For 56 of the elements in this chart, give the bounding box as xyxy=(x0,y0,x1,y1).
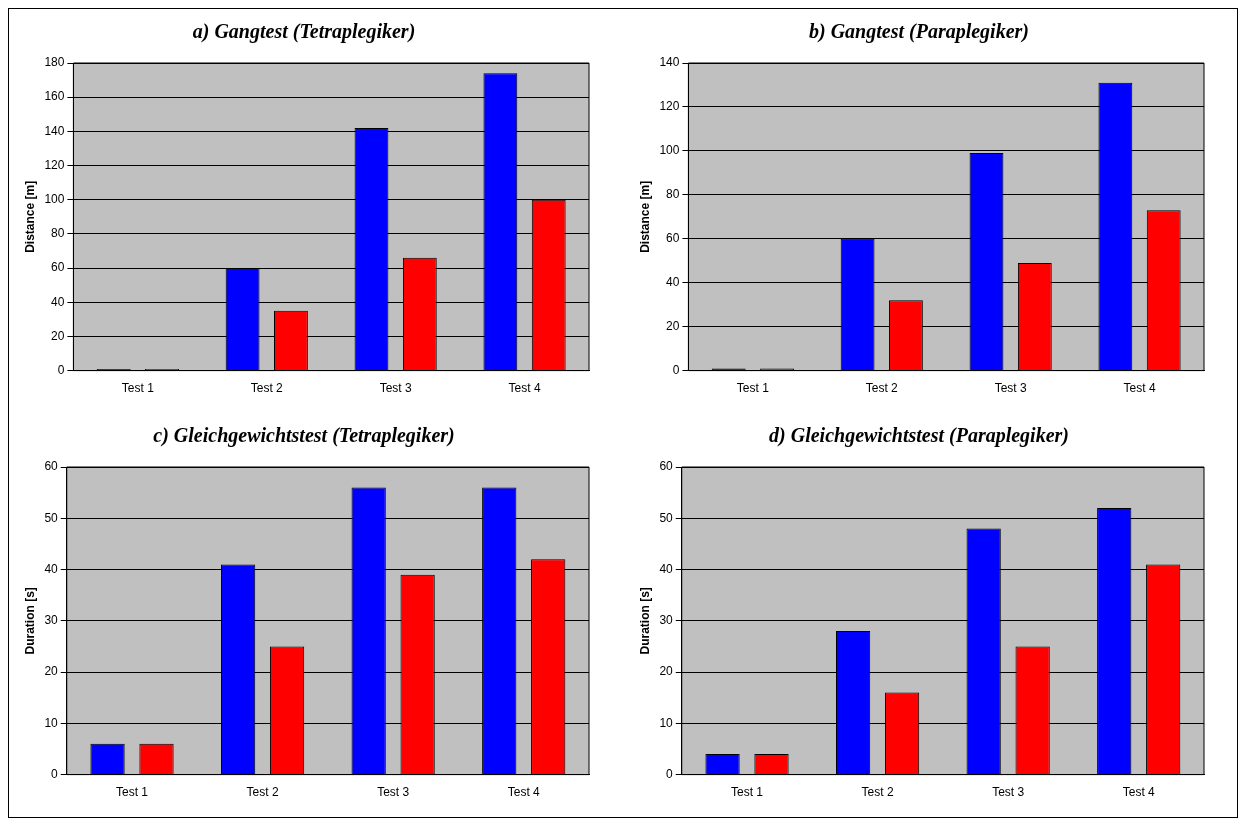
y-axis-title: Distance [m] xyxy=(22,180,37,253)
chart-title: a) Gangtest (Tetraplegiker) xyxy=(192,20,416,44)
y-tick-label: 30 xyxy=(659,613,674,628)
y-tick-label: 40 xyxy=(666,275,680,290)
y-tick-label: 20 xyxy=(51,328,65,343)
y-tick-label: 10 xyxy=(44,715,59,730)
y-tick-label: 40 xyxy=(659,561,674,576)
y-axis-title: Duration [s] xyxy=(637,587,652,655)
x-tick-label: Test 3 xyxy=(992,785,1025,800)
chart-title: c) Gleichgewichtstest (Tetraplegiker) xyxy=(153,424,455,448)
y-tick-label: 40 xyxy=(44,561,59,576)
y-tick-label: 10 xyxy=(659,715,674,730)
y-tick-label: 100 xyxy=(659,143,680,158)
x-tick-label: Test 2 xyxy=(861,785,894,800)
y-tick-label: 100 xyxy=(44,192,65,207)
y-tick-label: 160 xyxy=(44,89,65,104)
x-tick-label: Test 2 xyxy=(865,381,899,396)
x-tick-label: Test 2 xyxy=(246,785,279,800)
x-tick-label: Test 4 xyxy=(1122,785,1156,800)
y-tick-label: 120 xyxy=(659,99,680,114)
x-tick-label: Test 4 xyxy=(508,381,541,396)
x-tick-label: Test 1 xyxy=(121,381,155,396)
x-tick-label: Test 3 xyxy=(379,381,412,396)
y-tick-label: 30 xyxy=(44,613,59,628)
y-tick-label: 120 xyxy=(44,157,65,172)
x-tick-label: Test 1 xyxy=(736,381,770,396)
y-tick-label: 0 xyxy=(57,362,65,377)
x-tick-label: Test 4 xyxy=(507,785,541,800)
y-tick-label: 60 xyxy=(51,260,65,275)
x-tick-label: Test 3 xyxy=(994,381,1027,396)
y-tick-label: 0 xyxy=(666,766,674,781)
y-tick-label: 60 xyxy=(666,231,680,246)
y-tick-label: 60 xyxy=(44,459,59,474)
y-tick-label: 0 xyxy=(672,362,680,377)
y-tick-label: 140 xyxy=(659,55,680,70)
y-tick-label: 20 xyxy=(659,664,674,679)
x-tick-label: Test 3 xyxy=(377,785,410,800)
y-tick-label: 180 xyxy=(44,55,65,70)
y-tick-label: 20 xyxy=(44,664,59,679)
y-tick-label: 20 xyxy=(666,318,680,333)
y-tick-label: 0 xyxy=(51,766,59,781)
y-axis-title: Distance [m] xyxy=(637,180,652,253)
chart-title: d) Gleichgewichtstest (Paraplegiker) xyxy=(769,424,1069,448)
y-tick-label: 50 xyxy=(659,510,674,525)
x-tick-label: Test 4 xyxy=(1123,381,1156,396)
x-tick-label: Test 2 xyxy=(250,381,284,396)
x-tick-label: Test 1 xyxy=(731,785,764,800)
x-tick-label: Test 1 xyxy=(116,785,149,800)
y-tick-label: 80 xyxy=(666,187,680,202)
y-tick-label: 40 xyxy=(51,294,65,309)
y-tick-label: 60 xyxy=(659,459,674,474)
y-tick-label: 50 xyxy=(44,510,59,525)
y-tick-label: 140 xyxy=(44,123,65,138)
chart-title: b) Gangtest (Paraplegiker) xyxy=(809,20,1029,44)
y-tick-label: 80 xyxy=(51,226,65,241)
y-axis-title: Duration [s] xyxy=(22,587,37,655)
